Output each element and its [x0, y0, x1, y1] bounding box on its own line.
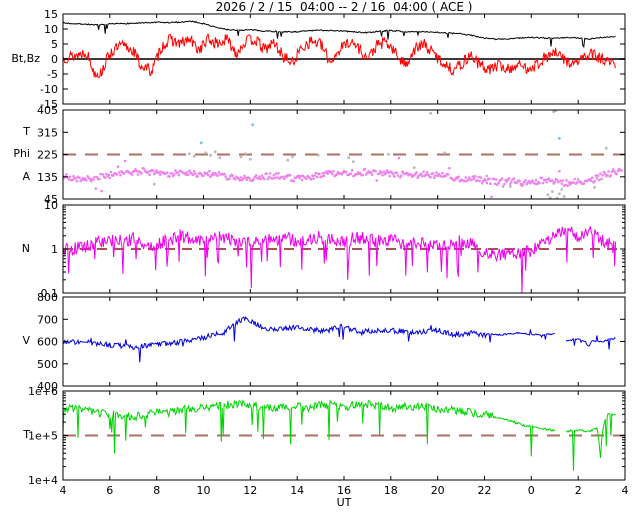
y-tick-label: 500: [37, 358, 58, 371]
panel-frame: [62, 296, 626, 387]
y-tick-label: 10: [44, 199, 58, 212]
panel-frame: [62, 390, 626, 481]
y-tick-label: 800: [37, 291, 58, 304]
series-Bt: [63, 20, 616, 49]
axis-label-a: A: [22, 170, 30, 183]
x-tick-label: 2: [575, 484, 582, 497]
panel-temperature: 1e+6 1e+5 1e+4: [28, 385, 626, 487]
x-tick-label: 18: [384, 484, 398, 497]
axis-label-temp: T: [23, 428, 30, 441]
y-tick-label: 1e+5: [28, 430, 58, 443]
y-tick-label: 10: [44, 23, 58, 36]
y-tick-label: 15: [44, 8, 58, 21]
panel-density: 10 1 0.1: [41, 199, 626, 300]
panel-frame: [62, 109, 626, 200]
y-tick-label: 400: [37, 380, 58, 393]
x-tick-label: 16: [337, 484, 351, 497]
x-tick-label: 14: [290, 484, 304, 497]
panel-t-phi-a: 405 315 225 135 45: [37, 104, 626, 206]
panel-velocity: 800 700 600 500 400: [37, 291, 626, 393]
y-tick-label: 1e+4: [28, 474, 58, 487]
y-tick-label: -15: [40, 98, 58, 111]
series-Bz: [63, 32, 616, 79]
y-tick-label: 600: [37, 336, 58, 349]
x-tick-label: 4: [60, 484, 67, 497]
axis-label-phi: Phi: [13, 147, 30, 160]
series-N: [63, 226, 617, 293]
y-tick-label: -5: [47, 68, 58, 81]
series-T-dots: [199, 123, 561, 145]
y-tick-label: 1e+6: [28, 385, 58, 398]
x-tick-label: 4: [622, 484, 629, 497]
x-axis-label: UT: [336, 496, 352, 509]
y-tick-label: 700: [37, 313, 58, 326]
y-tick-label: 135: [37, 171, 58, 184]
y-tick-label: 0.1: [41, 287, 59, 300]
x-tick-label: 20: [431, 484, 445, 497]
y-tick-label: 225: [37, 149, 58, 162]
axis-label-n: N: [21, 242, 30, 255]
series-Phi: [63, 156, 623, 199]
y-tick-label: 1: [51, 243, 58, 256]
page-title: 2026 / 2 / 15 04:00 -- 2 / 16 04:00 ( AC…: [215, 0, 473, 14]
series-T: [63, 399, 616, 471]
x-tick-label: 0: [528, 484, 535, 497]
x-tick-label: 8: [153, 484, 160, 497]
axis-label-t: T: [23, 125, 30, 138]
series-A: [152, 110, 608, 199]
y-tick-label: 45: [44, 193, 58, 206]
axis-label-v: V: [22, 334, 30, 347]
y-tick-label: 0: [51, 53, 58, 66]
y-tick-label: -10: [40, 83, 58, 96]
y-tick-label: 315: [37, 126, 58, 139]
axis-label-bt-bz: Bt,Bz: [11, 52, 40, 65]
x-tick-label: 10: [197, 484, 211, 497]
x-tick-label: 22: [478, 484, 492, 497]
x-tick-label: 6: [106, 484, 113, 497]
x-tick-label: 12: [243, 484, 257, 497]
series-V: [63, 316, 616, 363]
y-tick-label: 405: [37, 104, 58, 117]
y-tick-label: 5: [51, 38, 58, 51]
panel-bt-bz: 15 10 5 0 -5 -10 -15: [40, 8, 626, 111]
